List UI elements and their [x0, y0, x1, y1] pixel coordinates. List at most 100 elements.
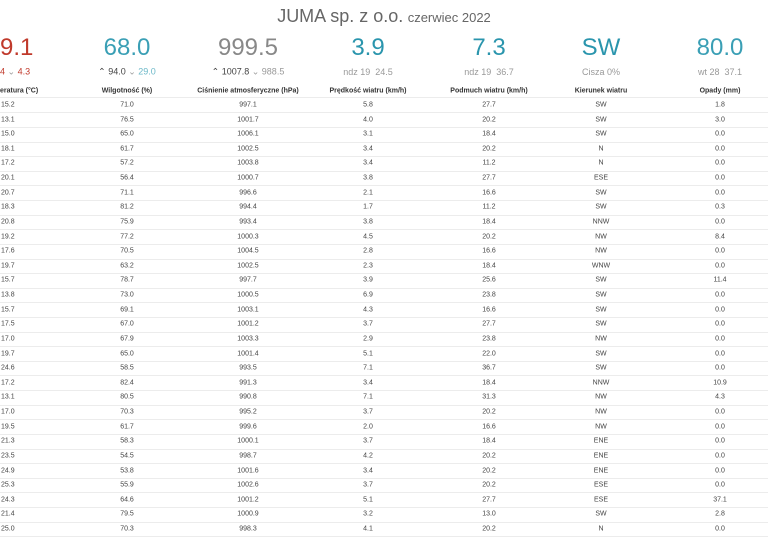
cell: 58.3: [120, 437, 134, 445]
row-separator: [0, 112, 768, 113]
cell: 15.7: [1, 276, 15, 284]
cell: 5.8: [363, 101, 373, 109]
cell: 0.0: [715, 291, 725, 299]
title: JUMA sp. z o.o. czerwiec 2022: [0, 6, 768, 27]
cell: 24.9: [1, 467, 15, 474]
cell: 21.4: [1, 510, 15, 518]
row-separator: [0, 185, 768, 186]
row-separator: [0, 434, 768, 435]
cell: 4.3: [715, 393, 725, 401]
cell: 65.0: [120, 130, 134, 138]
cell: 0.0: [715, 452, 725, 460]
cell: 20.2: [482, 452, 496, 460]
cell: 17.0: [1, 335, 15, 343]
cell: 3.7: [363, 481, 373, 489]
cell: 20.2: [482, 145, 496, 153]
summary-value: 999.5: [217, 34, 279, 61]
cell: 20.2: [482, 233, 496, 241]
cell: NW: [595, 393, 607, 401]
cell: 0.0: [715, 437, 725, 445]
company: JUMA sp. z o.o.: [277, 6, 404, 26]
cell: 0.0: [715, 247, 725, 255]
cell: 996.6: [239, 189, 257, 197]
summary-value: 7.3: [472, 34, 506, 61]
cell: 0.3: [715, 203, 725, 211]
row-separator: [0, 478, 768, 479]
summary-value: 9.1: [0, 34, 34, 61]
cell: 998.3: [239, 525, 257, 533]
cell: SW: [595, 203, 607, 211]
cell: 0.0: [715, 262, 725, 270]
cell: 57.2: [120, 159, 134, 167]
cell: 67.0: [120, 320, 134, 328]
arrow-up: ⌃: [211, 66, 222, 77]
cell: 73.0: [120, 291, 134, 299]
cell: 80.5: [120, 393, 134, 401]
cell: 16.6: [482, 247, 496, 255]
cell: 61.7: [120, 145, 134, 153]
cell: 27.7: [482, 174, 496, 182]
cell: 17.2: [1, 159, 15, 167]
cell: 4.1: [363, 525, 373, 533]
cell: 53.8: [120, 467, 134, 474]
cell: 17.5: [1, 320, 15, 328]
cell: NNW: [592, 218, 610, 226]
cell: 0.0: [715, 335, 725, 343]
column-header: Ciśnienie atmosferyczne (hPa): [197, 87, 299, 95]
cell: ENE: [593, 452, 609, 460]
cell: 2.9: [363, 335, 373, 343]
cell: 21.3: [1, 437, 15, 445]
cell: 2.8: [363, 247, 373, 255]
cell: 11.2: [482, 203, 496, 211]
cell: 8.4: [715, 233, 725, 241]
cell: 993.4: [239, 218, 257, 226]
cell: 4.3: [363, 306, 373, 314]
cell: 20.2: [482, 481, 496, 489]
summary-value: 68.0: [103, 34, 151, 61]
cell: 25.6: [482, 276, 496, 284]
cell: SW: [595, 306, 607, 314]
cell: 70.3: [120, 525, 134, 533]
cell: NW: [595, 408, 607, 416]
cell: 20.2: [482, 116, 496, 124]
cell: ENE: [593, 437, 609, 445]
cell: NNW: [592, 379, 610, 387]
cell: SW: [595, 116, 607, 124]
cell: ESE: [593, 174, 609, 182]
column-header: eratura (°C): [0, 87, 39, 95]
cell: 2.0: [363, 423, 373, 431]
arrow-up: ⌃: [98, 66, 109, 77]
cell: NW: [595, 247, 607, 255]
column-header: Kierunek wiatru: [574, 87, 628, 95]
cell: 16.6: [482, 306, 496, 314]
cell: 7.1: [363, 393, 373, 401]
summary-range: ⌃ 94.0 ⌄ 29.0: [98, 67, 156, 78]
cell: 994.4: [239, 203, 257, 211]
cell: 20.2: [482, 467, 496, 474]
cell: 79.5: [120, 510, 134, 518]
row-separator: [0, 405, 768, 406]
cell: 25.3: [1, 481, 15, 489]
extreme: 36.7: [496, 67, 514, 77]
cell: 3.4: [363, 145, 373, 153]
cell: ENE: [593, 467, 609, 474]
cell: 6.9: [363, 291, 373, 299]
cell: 1000.7: [237, 174, 259, 182]
cell: 76.5: [120, 116, 134, 124]
row-separator: [0, 229, 768, 230]
cell: SW: [595, 101, 607, 109]
cell: 18.4: [482, 218, 496, 226]
cell: 71.1: [120, 189, 134, 197]
cell: 11.4: [713, 276, 727, 284]
cell: 13.1: [1, 393, 15, 401]
row-separator: [0, 156, 768, 157]
cell: 27.7: [482, 101, 496, 109]
cell: 3.4: [363, 159, 373, 167]
min: 4.3: [17, 66, 31, 77]
cell: N: [598, 145, 604, 153]
cell: SW: [595, 276, 607, 284]
cell: 997.1: [239, 101, 257, 109]
cell: 17.0: [1, 408, 15, 416]
row-separator: [0, 244, 768, 245]
cell: SW: [595, 350, 607, 358]
